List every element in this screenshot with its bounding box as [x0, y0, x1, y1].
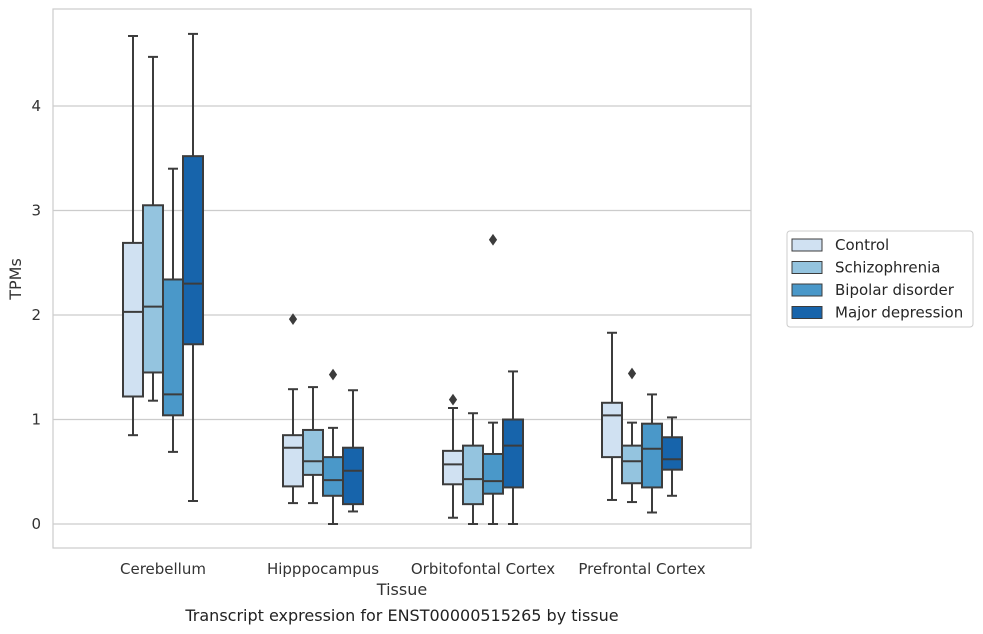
box — [182, 155, 204, 346]
legend-swatch — [791, 261, 823, 274]
legend-label: Bipolar disorder — [835, 281, 955, 299]
x-tick-label: Prefrontal Cortex — [578, 560, 705, 578]
legend: Control Schizophrenia Bipolar disorder Majo… — [786, 230, 974, 328]
box-series — [122, 32, 683, 525]
box — [502, 418, 524, 489]
legend-swatch — [791, 306, 823, 319]
x-tick-label: Orbitofontal Cortex — [411, 560, 555, 578]
legend-swatch — [791, 283, 823, 297]
x-tick-labels: Cerebellum Hipppocampus Orbitofontal Corte… — [120, 560, 706, 578]
x-axis-label: Tissue — [376, 580, 427, 599]
series-major-depression — [182, 32, 683, 525]
legend-frame — [786, 230, 974, 328]
legend-label: Major depression — [835, 304, 963, 322]
box — [302, 428, 324, 476]
box — [282, 434, 304, 488]
box — [621, 444, 643, 485]
series-bipolar-disorder — [162, 167, 663, 525]
outlier-point — [328, 368, 338, 381]
box — [601, 401, 623, 459]
y-tick-label: 1 — [31, 411, 41, 429]
box — [641, 422, 663, 489]
x-tick-label: Hipppocampus — [267, 560, 379, 578]
legend-label: Schizophrenia — [835, 259, 940, 277]
box — [482, 452, 504, 495]
y-tick-label: 4 — [31, 97, 41, 115]
box — [462, 444, 484, 506]
box — [442, 449, 464, 486]
box — [342, 446, 364, 506]
box — [162, 278, 184, 417]
box — [661, 436, 683, 471]
y-tick-label: 3 — [31, 202, 41, 220]
y-tick-labels: 0 1 2 3 4 — [31, 97, 41, 533]
legend-swatch — [791, 238, 823, 252]
series-schizophrenia — [142, 55, 643, 525]
y-tick-label: 0 — [31, 515, 41, 533]
outlier-point — [627, 367, 637, 380]
x-tick-label: Cerebellum — [120, 560, 206, 578]
box — [142, 204, 164, 374]
y-axis-label: TPMs — [6, 258, 25, 301]
outlier-point — [448, 393, 458, 406]
y-tick-label: 2 — [31, 306, 41, 324]
chart-caption: Transcript expression for ENST0000051526… — [184, 606, 618, 625]
box — [322, 456, 344, 497]
outlier-point — [288, 313, 298, 326]
outlier-point — [488, 233, 498, 246]
legend-label: Control — [835, 236, 889, 254]
box — [122, 241, 144, 398]
series-control — [122, 34, 623, 519]
